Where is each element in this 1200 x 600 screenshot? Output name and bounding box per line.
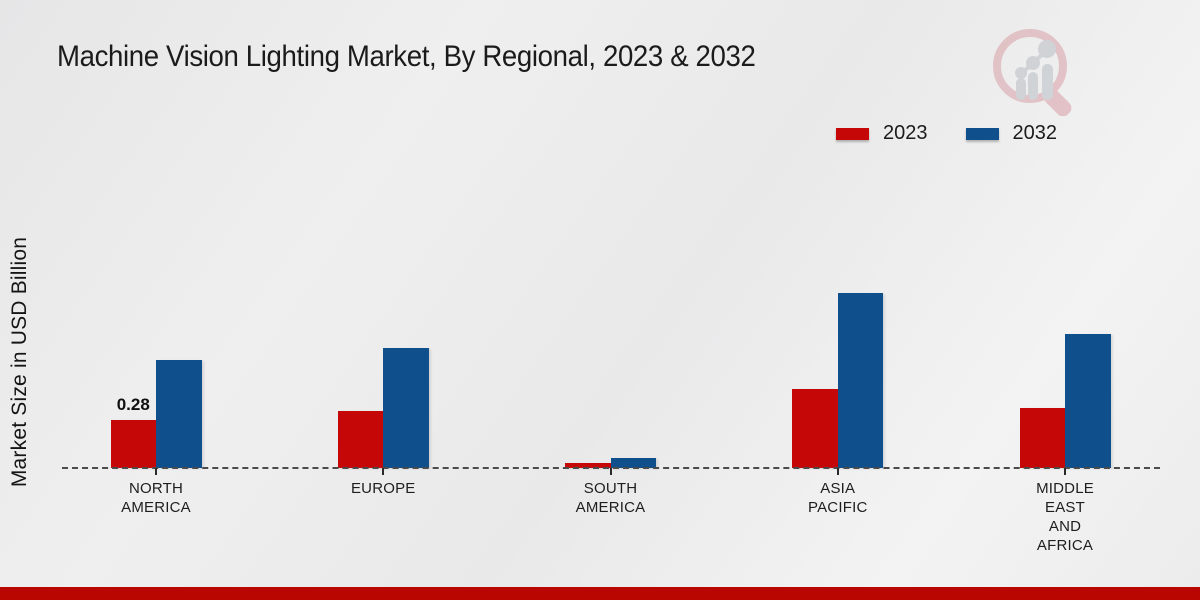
legend-swatch-2023 [836, 127, 869, 140]
bar-2023-south-america [565, 462, 611, 468]
legend-item-2032: 2032 [965, 122, 1058, 145]
x-axis-tick [1064, 468, 1066, 475]
bar-2023-europe [337, 411, 384, 468]
x-axis-label-europe: EUROPE [350, 480, 416, 497]
x-axis-label-asia-pacific: ASIA PACIFIC [808, 480, 868, 516]
footer-accent-bar [0, 587, 1200, 600]
chart-title: Machine Vision Lighting Market, By Regio… [57, 40, 756, 73]
bar-2032-middle-east-and-africa [1065, 334, 1111, 468]
legend-item-2023: 2023 [836, 122, 928, 145]
x-axis-label-north-america: NORTH AMERICA [121, 480, 191, 516]
bar-2023-north-america [110, 420, 156, 468]
bar-2032-europe [383, 348, 429, 468]
legend-label-2023: 2023 [883, 122, 928, 144]
legend-swatch-2032 [965, 127, 999, 140]
legend-label-2032: 2032 [1012, 122, 1058, 144]
bar-2023-middle-east-and-africa [1019, 408, 1065, 468]
bar-value-label: 0.28 [116, 395, 150, 414]
bar-2032-north-america [156, 360, 202, 468]
x-axis-tick [609, 468, 612, 475]
x-axis-tick [836, 468, 839, 475]
legend: 2023 2032 [836, 122, 1057, 145]
bar-2023-asia-pacific [792, 389, 838, 468]
x-axis-label-south-america: SOUTH AMERICA [575, 480, 646, 516]
magnifier-bar-chart-icon [993, 29, 1072, 116]
bar-2032-asia-pacific [837, 293, 884, 468]
x-axis-tick [382, 468, 385, 475]
x-axis-label-middle-east-and-africa: MIDDLE EAST AND AFRICA [1036, 480, 1094, 554]
x-axis-tick [155, 468, 157, 475]
bar-2032-south-america [610, 457, 656, 468]
